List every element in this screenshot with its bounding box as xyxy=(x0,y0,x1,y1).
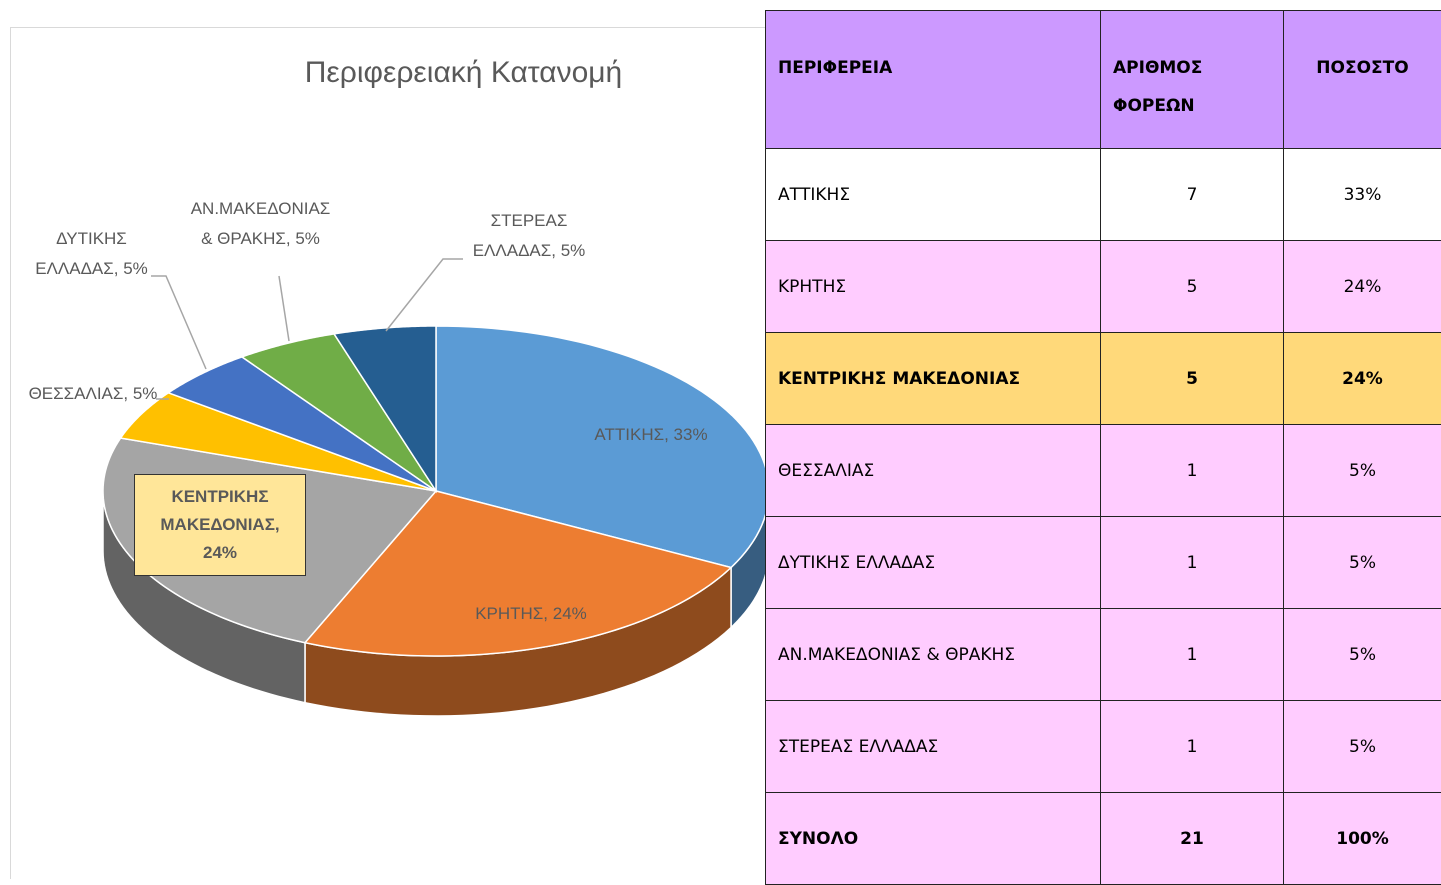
data-label: ΚΡΗΤΗΣ, 24% xyxy=(451,599,611,629)
table-cell: 1 xyxy=(1101,701,1284,793)
table-cell: 5% xyxy=(1284,517,1441,609)
data-label: ΚΕΝΤΡΙΚΗΣ ΜΑΚΕΔΟΝΙΑΣ, 24% xyxy=(134,474,306,576)
table-cell: 5% xyxy=(1284,701,1441,793)
table-cell: 1 xyxy=(1101,425,1284,517)
table-cell: 21 xyxy=(1101,793,1284,885)
table-cell: ΑΤΤΙΚΗΣ xyxy=(766,149,1101,241)
table-cell: ΚΡΗΤΗΣ xyxy=(766,241,1101,333)
table-cell: ΣΤΕΡΕΑΣ ΕΛΛΑΔΑΣ xyxy=(766,701,1101,793)
table-cell: 7 xyxy=(1101,149,1284,241)
pie-canvas xyxy=(11,28,766,879)
table-cell: 1 xyxy=(1101,609,1284,701)
table-cell: 24% xyxy=(1284,333,1441,425)
table-cell: ΚΕΝΤΡΙΚΗΣ ΜΑΚΕΔΟΝΙΑΣ xyxy=(766,333,1101,425)
table-cell: ΑΡΙΘΜΟΣ ΦΟΡΕΩΝ xyxy=(1101,11,1284,149)
table-cell: 1 xyxy=(1101,517,1284,609)
data-label: ΘΕΣΣΑΛΙΑΣ, 5% xyxy=(13,379,173,409)
table-cell: ΔΥΤΙΚΗΣ ΕΛΛΑΔΑΣ xyxy=(766,517,1101,609)
table-cell: ΘΕΣΣΑΛΙΑΣ xyxy=(766,425,1101,517)
leader-line xyxy=(151,276,206,369)
table-cell: 5% xyxy=(1284,425,1441,517)
table-cell: 100% xyxy=(1284,793,1441,885)
leader-line xyxy=(279,276,289,341)
leader-line xyxy=(386,259,463,331)
data-label: ΣΤΕΡΕΑΣ ΕΛΛΑΔΑΣ, 5% xyxy=(459,206,599,266)
data-label: ΑΝ.ΜΑΚΕΔΟΝΙΑΣ & ΘΡΑΚΗΣ, 5% xyxy=(183,194,338,254)
table-cell: ΑΝ.ΜΑΚΕΔΟΝΙΑΣ & ΘΡΑΚΗΣ xyxy=(766,609,1101,701)
chart-title: Περιφερειακή Κατανομή xyxy=(11,56,766,90)
table-cell: 24% xyxy=(1284,241,1441,333)
table-cell: ΠΕΡΙΦΕΡΕΙΑ xyxy=(766,11,1101,149)
table-cell: ΠΟΣΟΣΤΟ xyxy=(1284,11,1441,149)
table-cell: ΣΥΝΟΛΟ xyxy=(766,793,1101,885)
table-cell: 5% xyxy=(1284,609,1441,701)
table-cell: 5 xyxy=(1101,241,1284,333)
table-cell: 5 xyxy=(1101,333,1284,425)
chart: Περιφερειακή Κατανομή ΑΤΤΙΚΗΣ, 33% ΚΡΗΤΗΣ… xyxy=(10,27,766,879)
data-label: ΑΤΤΙΚΗΣ, 33% xyxy=(566,420,736,450)
data-label: ΔΥΤΙΚΗΣ ΕΛΛΑΔΑΣ, 5% xyxy=(19,224,164,284)
table-cell: 33% xyxy=(1284,149,1441,241)
